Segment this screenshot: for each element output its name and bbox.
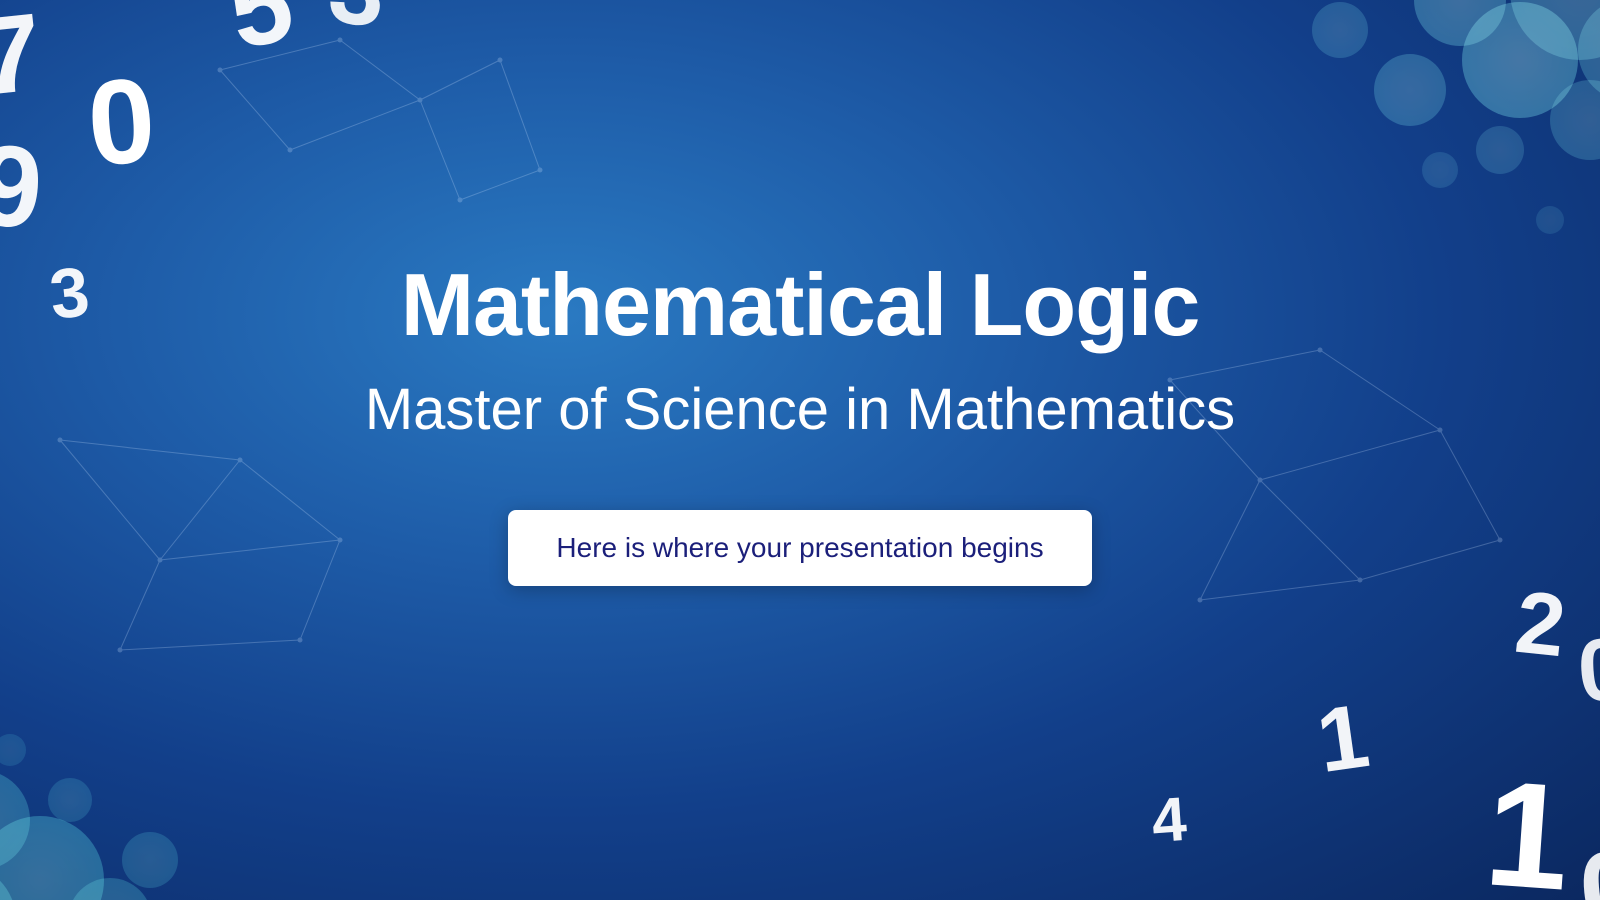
presentation-slide: 537093201410 Mathematical Logic Master o… [0, 0, 1600, 900]
slide-content: Mathematical Logic Master of Science in … [0, 0, 1600, 900]
footer-text: Here is where your presentation begins [556, 532, 1043, 563]
slide-title: Mathematical Logic [401, 254, 1200, 356]
slide-subtitle: Master of Science in Mathematics [365, 374, 1235, 447]
footer-box: Here is where your presentation begins [508, 510, 1091, 586]
